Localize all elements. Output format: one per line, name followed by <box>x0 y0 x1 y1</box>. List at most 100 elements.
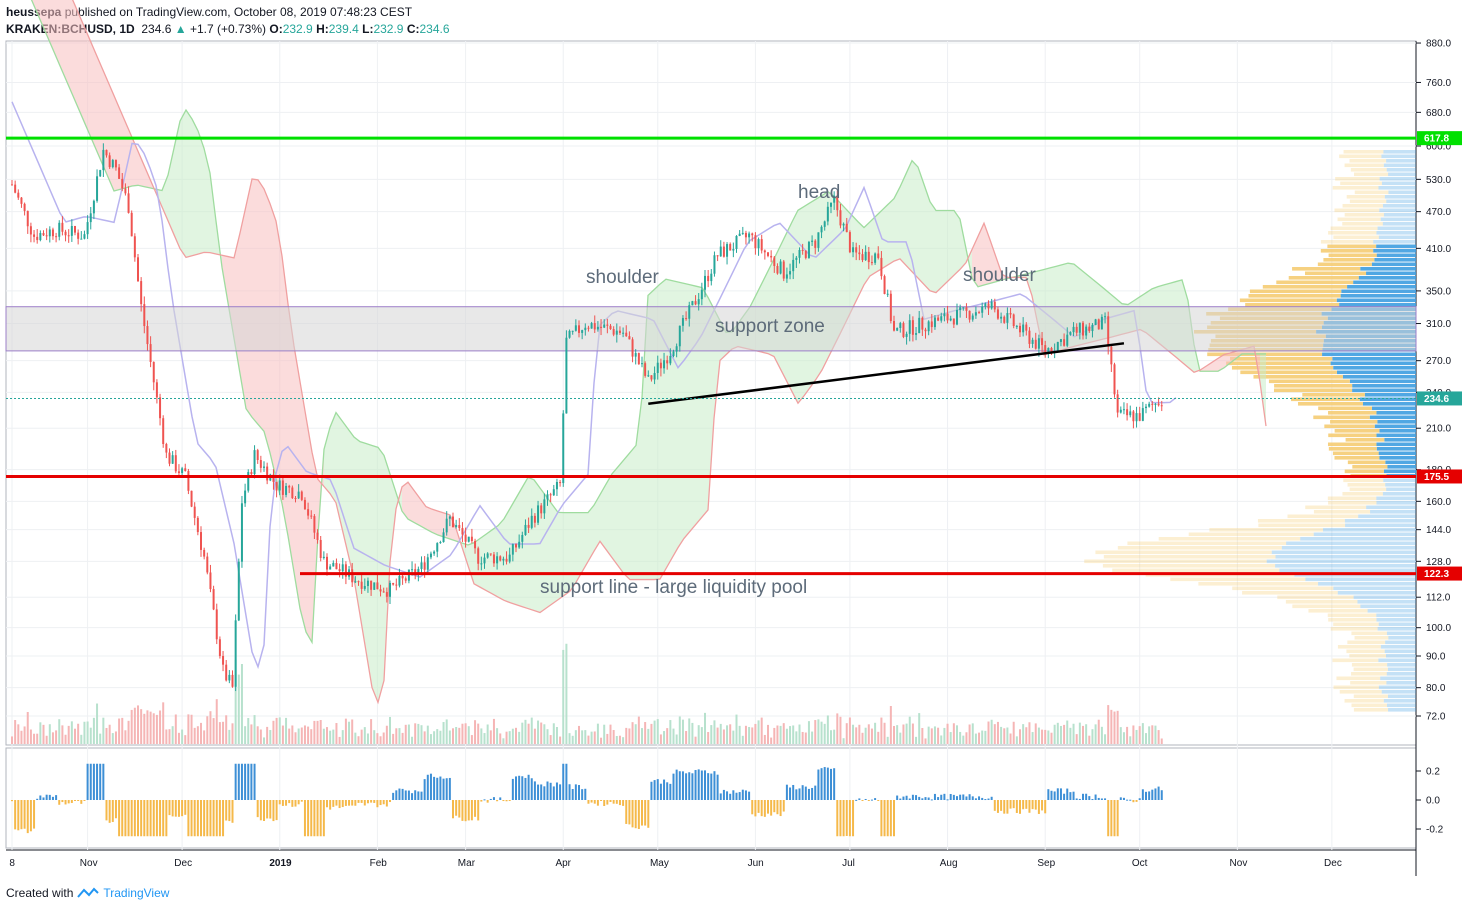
cloud-segment <box>138 151 144 187</box>
volume-bar <box>354 732 357 744</box>
tradingview-brand[interactable]: TradingView <box>103 886 170 900</box>
cloud-segment <box>414 490 420 526</box>
osc-bar <box>732 790 735 800</box>
osc-bar <box>641 800 643 826</box>
candle-body <box>1066 334 1069 346</box>
cloud-segment <box>96 53 102 164</box>
horizontal-levels[interactable] <box>6 136 1416 576</box>
osc-bar <box>344 800 347 806</box>
volume-bar <box>329 730 332 744</box>
osc-bar <box>294 800 297 807</box>
time-label: Feb <box>370 858 388 869</box>
vp-bar-yellow <box>1231 366 1334 370</box>
candle-body <box>874 253 877 263</box>
volume-bar <box>826 715 829 744</box>
candle-body <box>177 471 180 474</box>
candle-body <box>527 524 530 528</box>
volume-bar <box>704 712 706 744</box>
osc-bar <box>971 796 974 800</box>
osc-bar <box>1000 800 1003 811</box>
high-label: H: <box>316 22 329 36</box>
osc-bar <box>779 800 782 817</box>
osc-bar <box>524 777 527 800</box>
candle-body <box>423 562 426 570</box>
cloud-segment <box>312 452 318 643</box>
candle-body <box>1110 346 1113 365</box>
candle-body <box>206 556 209 573</box>
candle-body <box>322 556 325 558</box>
osc-bar <box>858 798 861 800</box>
osc-bar <box>448 777 451 800</box>
vp-bar-blue <box>1323 528 1416 532</box>
osc-bar <box>735 792 738 800</box>
cloud-segment <box>954 210 960 276</box>
vp-bar-blue <box>1353 280 1416 285</box>
volume-bar <box>206 716 209 744</box>
vp-bar-yellow <box>1346 195 1385 199</box>
cloud-segment <box>960 219 966 270</box>
volume-bar <box>269 730 272 744</box>
volume-bar <box>776 725 779 744</box>
osc-bar <box>244 763 247 800</box>
vp-bar-yellow <box>1340 181 1382 186</box>
volume-bar <box>1069 727 1072 744</box>
osc-bar <box>527 774 530 800</box>
volume-bar <box>518 731 521 744</box>
support-zone-rect[interactable] <box>5 306 1417 352</box>
vp-bar-yellow <box>1188 532 1314 537</box>
chart-header: heussepa published on TradingView.com, O… <box>6 4 450 38</box>
osc-bar <box>376 800 379 808</box>
osc-bar <box>830 768 832 800</box>
volume-bar <box>669 720 672 744</box>
osc-bar <box>313 800 316 837</box>
volume-bar <box>927 726 930 744</box>
cloud-segment <box>48 0 54 52</box>
candle-body <box>937 317 940 321</box>
vp-bar-yellow <box>1288 276 1359 280</box>
osc-bar <box>874 798 877 800</box>
volume-bar <box>508 731 511 744</box>
osc-bar <box>433 776 436 800</box>
candle-body <box>877 253 880 258</box>
neckline-trendline[interactable] <box>648 342 1125 406</box>
volume-bar <box>1019 729 1021 744</box>
osc-bar <box>1148 791 1151 800</box>
osc-bar <box>489 798 492 800</box>
cloud-segment <box>78 12 84 122</box>
volume-bar <box>448 730 451 744</box>
candle-body <box>675 346 678 352</box>
candle-body <box>641 363 643 365</box>
volume-bar <box>515 727 517 744</box>
time-label: May <box>650 858 669 869</box>
osc-bar <box>593 800 596 804</box>
osc-bar <box>351 800 354 806</box>
volume-bar <box>744 725 747 744</box>
osc-bar <box>744 790 747 800</box>
cloud-segment <box>942 210 948 287</box>
volume-bar <box>83 721 86 744</box>
volume-bar <box>915 736 918 744</box>
vp-bar-yellow <box>1330 627 1378 631</box>
volume-bar <box>760 717 763 744</box>
osc-bar <box>811 787 814 800</box>
volume-bar <box>943 727 946 744</box>
volume-bar <box>833 729 836 744</box>
vp-bar-blue <box>1384 649 1416 654</box>
osc-bar <box>924 797 927 800</box>
osc-bar <box>80 800 83 804</box>
osc-bar <box>483 799 486 801</box>
candle-body <box>559 482 562 484</box>
osc-bar <box>477 800 480 821</box>
osc-bar <box>959 794 962 800</box>
time-label: Mar <box>458 858 476 869</box>
osc-bar <box>656 779 659 800</box>
volume-bar <box>1034 723 1037 744</box>
osc-bar <box>234 763 237 800</box>
osc-bar <box>1066 788 1069 800</box>
volume-bar <box>767 724 769 744</box>
candle-body <box>392 582 395 585</box>
vp-bar-blue <box>1371 406 1416 411</box>
osc-bar <box>445 778 448 800</box>
volume-bar <box>140 709 143 744</box>
